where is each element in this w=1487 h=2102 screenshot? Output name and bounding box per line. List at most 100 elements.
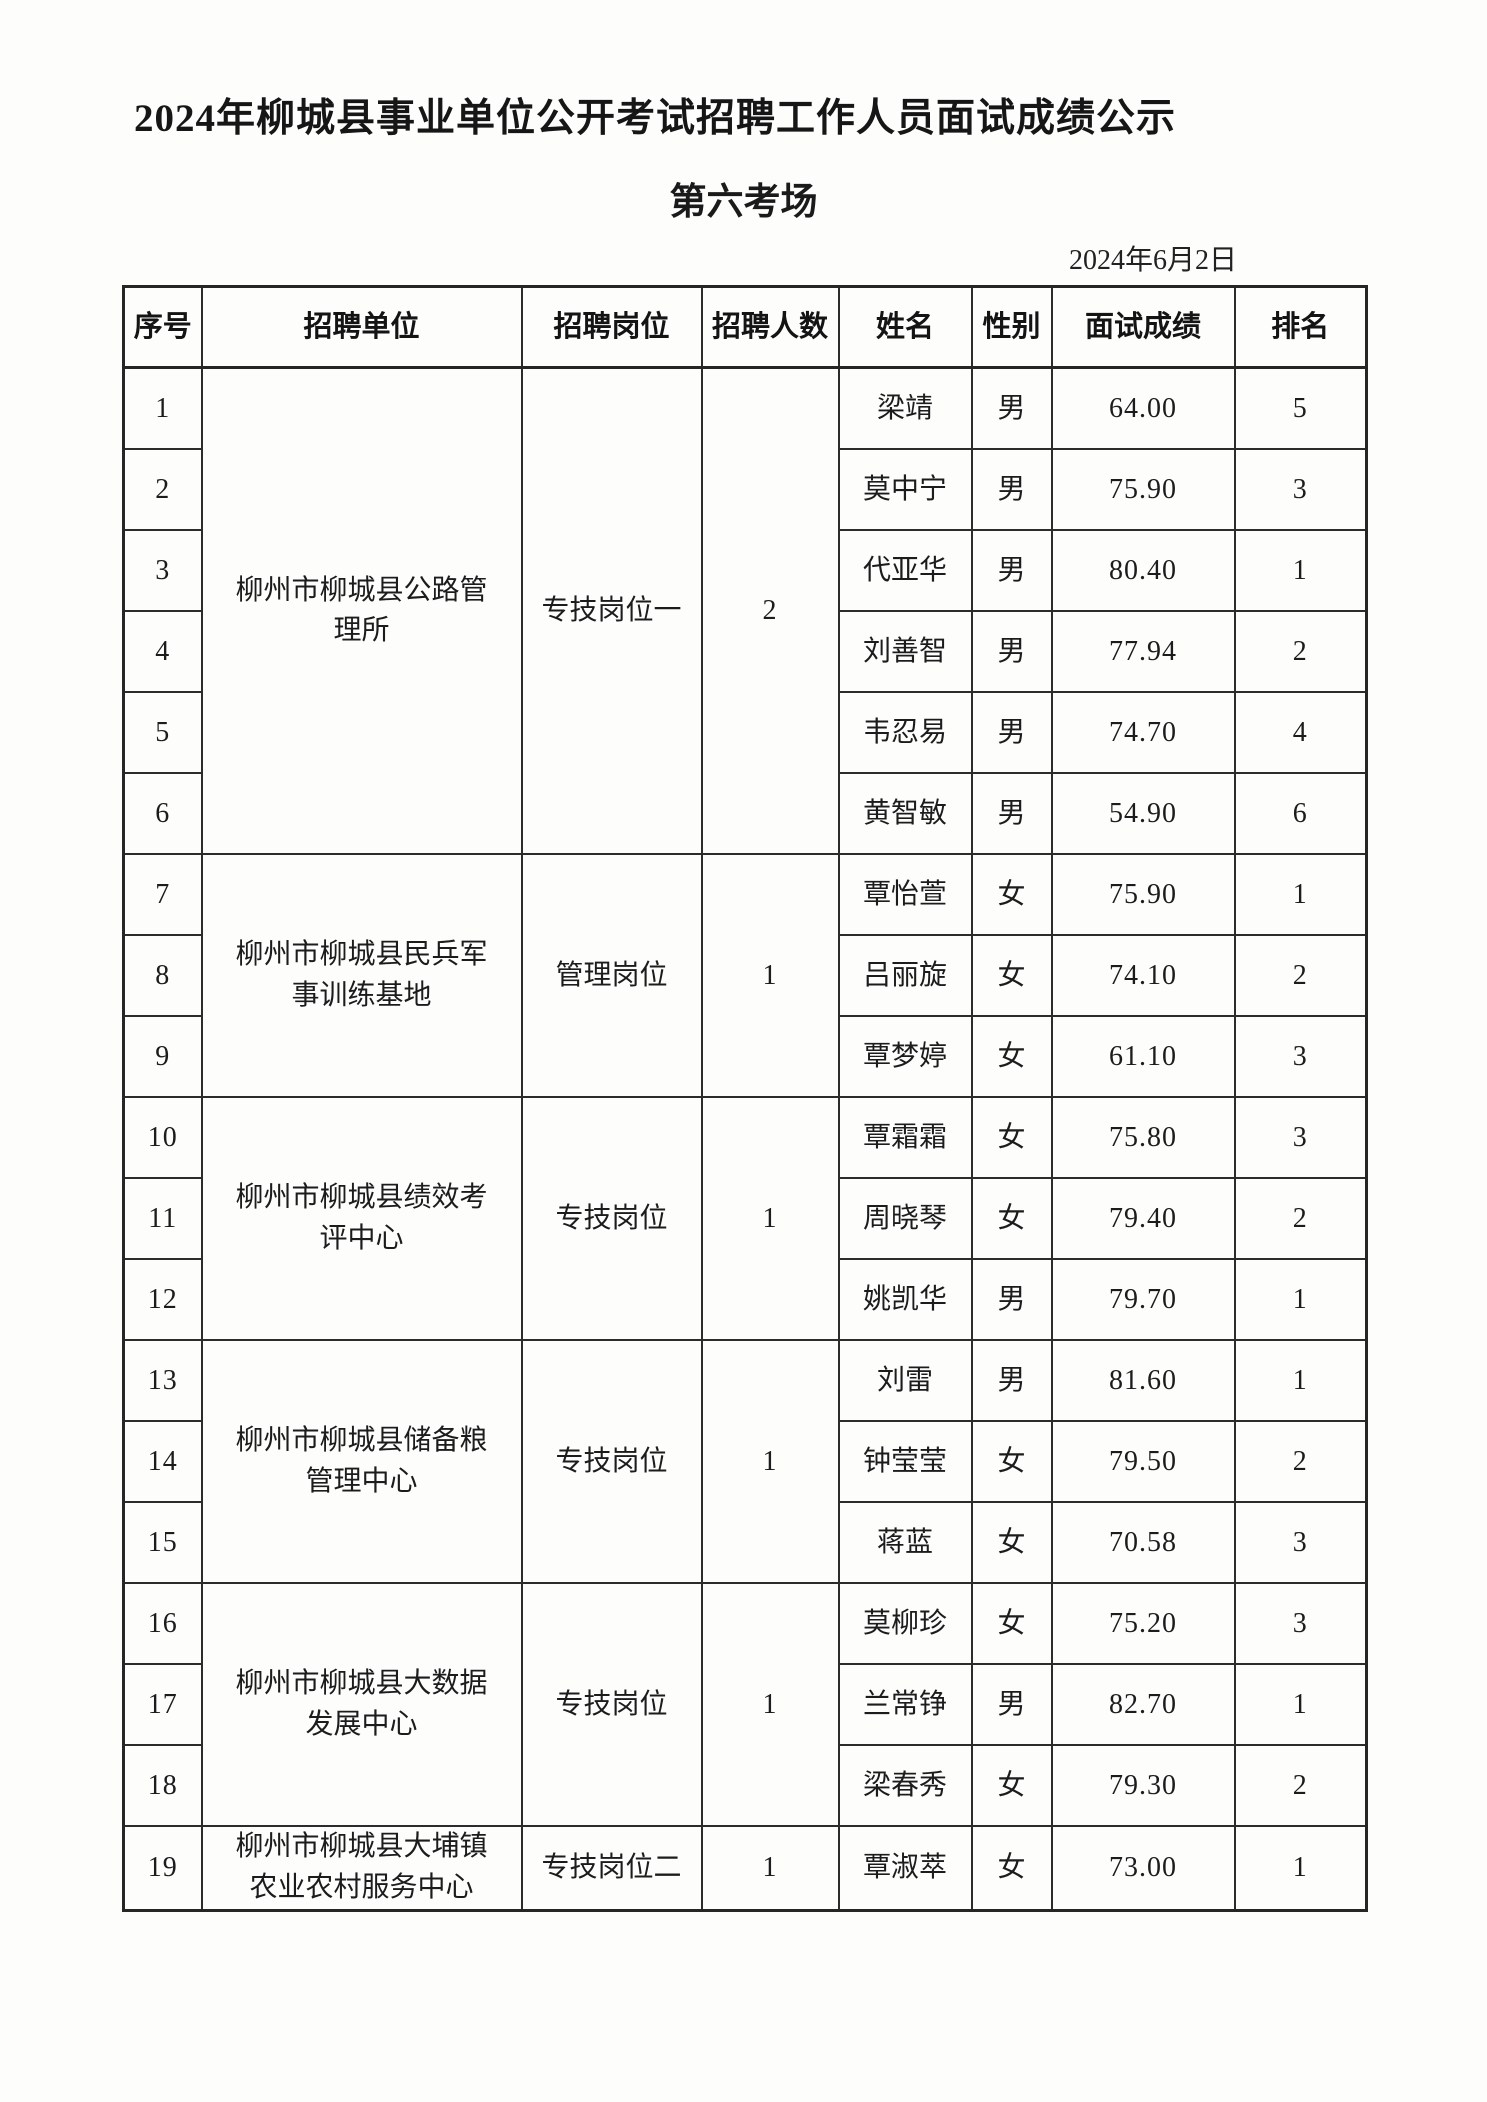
document-date: 2024年6月2日	[1068, 245, 1237, 277]
cell-score: 54.90	[1050, 772, 1236, 856]
cell-position: 专技岗位一	[520, 366, 703, 856]
cell-index: 15	[122, 1501, 203, 1585]
cell-name: 姚凯华	[837, 1258, 973, 1342]
cell-position: 管理岗位	[520, 853, 703, 1099]
table-row: 11 周晓琴 女 79.40 2	[122, 1177, 1368, 1261]
cell-index: 12	[122, 1258, 203, 1342]
table-row: 12 姚凯华 男 79.70 1	[122, 1258, 1368, 1342]
cell-score: 61.10	[1050, 1015, 1236, 1099]
cell-name: 刘雷	[837, 1339, 973, 1423]
table-row: 6 黄智敏 男 54.90 6	[122, 772, 1368, 856]
table-row: 7 柳州市柳城县民兵军事训练基地 管理岗位 1 覃怡萱 女 75.90 1	[122, 853, 1368, 1099]
cell-rank: 3	[1233, 1582, 1368, 1666]
interview-score-table: 序号 招聘单位 招聘岗位 招聘人数 姓名 性别 面试成绩 排名 1 柳州市柳城县…	[122, 285, 1368, 1912]
cell-unit: 柳州市柳城县大数据发展中心	[200, 1582, 523, 1828]
cell-score: 79.50	[1050, 1420, 1236, 1504]
table-row: 16 柳州市柳城县大数据发展中心 专技岗位 1 莫柳珍 女 75.20 3	[122, 1582, 1368, 1828]
cell-name: 覃淑萃	[837, 1825, 973, 1912]
table-row: 19 柳州市柳城县大埔镇农业农村服务中心 专技岗位二 1 覃淑萃 女 73.00…	[122, 1825, 1368, 1912]
cell-name: 黄智敏	[837, 772, 973, 856]
cell-rank: 3	[1233, 1015, 1368, 1099]
cell-index: 6	[122, 772, 203, 856]
cell-index: 11	[122, 1177, 203, 1261]
cell-rank: 1	[1233, 1258, 1368, 1342]
cell-rank: 1	[1233, 529, 1368, 613]
cell-rank: 1	[1233, 1339, 1368, 1423]
cell-count: 1	[700, 1825, 840, 1912]
cell-rank: 2	[1233, 610, 1368, 694]
cell-score: 74.70	[1050, 691, 1236, 775]
cell-score: 79.30	[1050, 1744, 1236, 1828]
cell-rank: 2	[1233, 1420, 1368, 1504]
cell-score: 75.80	[1050, 1096, 1236, 1180]
cell-index: 3	[122, 529, 203, 613]
cell-index: 7	[122, 853, 203, 937]
cell-name: 莫中宁	[837, 448, 973, 532]
table-row: 8 吕丽旋 女 74.10 2	[122, 934, 1368, 1018]
cell-name: 覃霜霜	[837, 1096, 973, 1180]
cell-rank: 1	[1233, 1663, 1368, 1747]
cell-index: 14	[122, 1420, 203, 1504]
cell-gender: 男	[970, 529, 1053, 613]
table-row: 4 刘善智 男 77.94 2	[122, 610, 1368, 694]
cell-gender: 女	[970, 1501, 1053, 1585]
cell-gender: 男	[970, 448, 1053, 532]
cell-count: 2	[700, 366, 840, 856]
table-row: 1 柳州市柳城县公路管理所 专技岗位一 2 梁靖 男 64.00 5	[122, 366, 1368, 856]
cell-gender: 男	[970, 1663, 1053, 1747]
cell-name: 代亚华	[837, 529, 973, 613]
header-rank: 排名	[1233, 285, 1368, 370]
cell-count: 1	[700, 1096, 840, 1342]
cell-index: 5	[122, 691, 203, 775]
cell-name: 莫柳珍	[837, 1582, 973, 1666]
cell-name: 吕丽旋	[837, 934, 973, 1018]
cell-position: 专技岗位二	[520, 1825, 703, 1912]
page-title: 2024年柳城县事业单位公开考试招聘工作人员面试成绩公示	[133, 97, 1176, 140]
cell-score: 74.10	[1050, 934, 1236, 1018]
cell-position: 专技岗位	[520, 1582, 703, 1828]
cell-unit: 柳州市柳城县绩效考评中心	[200, 1096, 523, 1342]
table-row: 14 钟莹莹 女 79.50 2	[122, 1420, 1368, 1504]
cell-index: 19	[122, 1825, 203, 1912]
cell-position: 专技岗位	[520, 1096, 703, 1342]
cell-rank: 3	[1233, 1501, 1368, 1585]
header-unit: 招聘单位	[200, 285, 523, 370]
cell-rank: 3	[1233, 1096, 1368, 1180]
cell-name: 覃梦婷	[837, 1015, 973, 1099]
cell-score: 77.94	[1050, 610, 1236, 694]
cell-index: 2	[122, 448, 203, 532]
header-index: 序号	[122, 285, 203, 370]
cell-name: 梁春秀	[837, 1744, 973, 1828]
cell-rank: 2	[1233, 1744, 1368, 1828]
cell-index: 16	[122, 1582, 203, 1666]
header-name: 姓名	[837, 285, 973, 370]
table-row: 17 兰常铮 男 82.70 1	[122, 1663, 1368, 1747]
cell-count: 1	[700, 853, 840, 1099]
cell-gender: 男	[970, 610, 1053, 694]
cell-score: 64.00	[1050, 366, 1236, 451]
cell-name: 兰常铮	[837, 1663, 973, 1747]
cell-gender: 男	[970, 366, 1053, 451]
cell-unit: 柳州市柳城县公路管理所	[200, 366, 523, 856]
table-row: 9 覃梦婷 女 61.10 3	[122, 1015, 1368, 1099]
cell-index: 4	[122, 610, 203, 694]
header-position: 招聘岗位	[520, 285, 703, 370]
cell-unit: 柳州市柳城县民兵军事训练基地	[200, 853, 523, 1099]
cell-rank: 3	[1233, 448, 1368, 532]
cell-rank: 5	[1233, 366, 1368, 451]
cell-gender: 女	[970, 1177, 1053, 1261]
cell-index: 10	[122, 1096, 203, 1180]
cell-gender: 女	[970, 1096, 1053, 1180]
header-gender: 性别	[970, 285, 1053, 370]
cell-unit: 柳州市柳城县大埔镇农业农村服务中心	[200, 1825, 523, 1912]
cell-gender: 男	[970, 772, 1053, 856]
cell-gender: 男	[970, 691, 1053, 775]
cell-rank: 1	[1233, 853, 1368, 937]
cell-index: 9	[122, 1015, 203, 1099]
cell-rank: 2	[1233, 934, 1368, 1018]
cell-gender: 女	[970, 1582, 1053, 1666]
cell-index: 18	[122, 1744, 203, 1828]
table-row: 18 梁春秀 女 79.30 2	[122, 1744, 1368, 1828]
cell-gender: 女	[970, 934, 1053, 1018]
